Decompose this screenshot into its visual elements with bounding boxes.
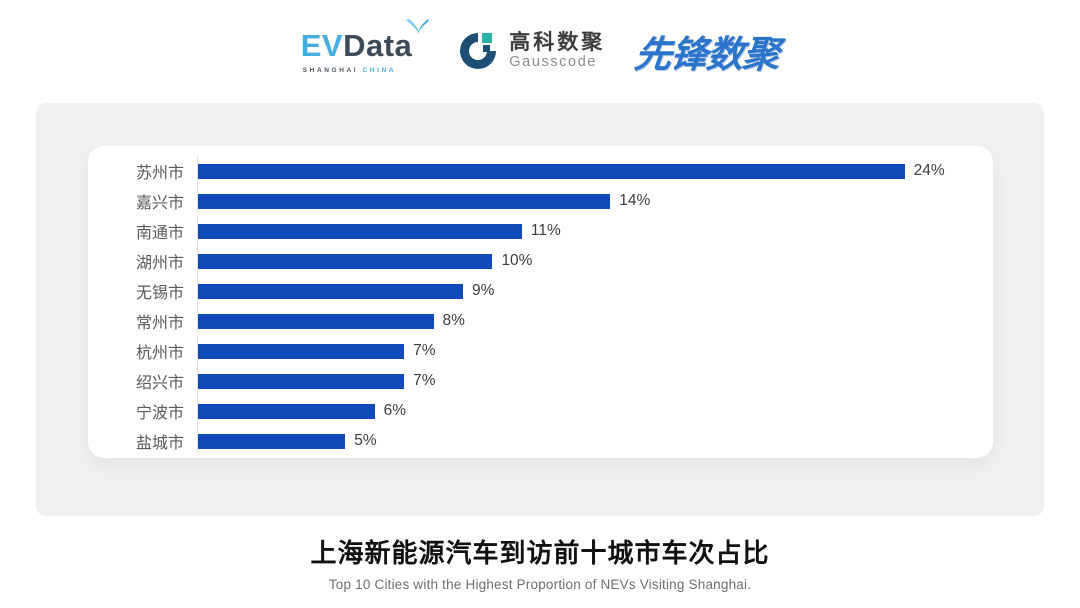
category-label: 苏州市 [135, 165, 184, 182]
sparkle-x-icon [404, 18, 430, 47]
chart-panel: 苏州市 24% 嘉兴市 14% 南通市 11% 湖州市 10% 无锡市 9% 常州市 8% 杭州市 7% 绍… [36, 103, 1044, 516]
category-label: 常州市 [135, 315, 184, 332]
category-label: 南通市 [135, 225, 184, 242]
category-label: 绍兴市 [135, 375, 184, 392]
chart-row: 常州市 8% [88, 306, 993, 336]
chart-row: 嘉兴市 14% [88, 186, 993, 216]
bar-track: 10% [197, 246, 993, 276]
footer: 上海新能源汽车到访前十城市车次占比 Top 10 Cities with the… [0, 533, 1080, 592]
bar [198, 373, 405, 389]
value-label: 10% [501, 252, 533, 269]
bar [198, 193, 611, 209]
evdata-logo: EV Data SHANGHAI CHINA [300, 19, 430, 74]
value-label: 6% [383, 402, 407, 419]
chart-row: 杭州市 7% [88, 336, 993, 366]
bar [198, 343, 405, 359]
chart-row: 苏州市 24% [88, 156, 993, 186]
evdata-wordmark: EV Data [300, 19, 430, 64]
gausscode-logo: 高科数聚 Gausscode [456, 29, 605, 73]
value-label: 7% [413, 372, 436, 389]
value-label: 24% [913, 162, 945, 179]
bar [198, 433, 346, 449]
chart-row: 无锡市 9% [88, 276, 993, 306]
value-label: 14% [619, 192, 651, 209]
category-label: 无锡市 [135, 285, 184, 302]
category-label: 宁波市 [135, 405, 184, 422]
bar-track: 14% [197, 186, 993, 216]
bar-track: 11% [197, 216, 993, 246]
xianfeng-logo: 先锋数聚 [632, 34, 782, 75]
gausscode-text: 高科数聚 Gausscode [509, 30, 606, 70]
value-label: 5% [354, 432, 377, 449]
chart-card: 苏州市 24% 嘉兴市 14% 南通市 11% 湖州市 10% 无锡市 9% 常州市 8% 杭州市 7% 绍… [88, 146, 993, 458]
chart-row: 宁波市 6% [88, 396, 993, 426]
value-label: 9% [471, 282, 495, 299]
chart-subtitle: Top 10 Cities with the Highest Proportio… [328, 577, 752, 592]
bar-track: 24% [197, 156, 993, 186]
value-label: 8% [442, 312, 465, 329]
bar [198, 253, 493, 269]
bar-track: 9% [197, 276, 993, 306]
gausscode-en-name: Gausscode [509, 53, 598, 70]
evdata-ev-text: EV [300, 28, 344, 63]
chart-row: 南通市 11% [88, 216, 993, 246]
gausscode-cn-name: 高科数聚 [509, 30, 606, 54]
chart-row: 湖州市 10% [88, 246, 993, 276]
bar-track: 5% [197, 426, 993, 456]
category-label: 湖州市 [135, 255, 184, 272]
evdata-data-text: Data [343, 28, 413, 63]
bar-track: 8% [197, 306, 993, 336]
chart-row: 绍兴市 7% [88, 366, 993, 396]
bar-track: 7% [197, 336, 993, 366]
value-label: 7% [413, 342, 436, 359]
bar-track: 7% [197, 366, 993, 396]
bar [198, 283, 463, 299]
chart-row: 盐城市 5% [88, 426, 993, 456]
bar [198, 403, 375, 419]
bar-track: 6% [197, 396, 993, 426]
gausscode-g-mark-icon [456, 29, 500, 73]
bar [198, 163, 905, 179]
category-label: 嘉兴市 [135, 195, 184, 212]
evdata-subtext: SHANGHAI CHINA [302, 67, 397, 74]
chart-title: 上海新能源汽车到访前十城市车次占比 [310, 538, 770, 568]
header-logos: EV Data SHANGHAI CHINA 高科数聚 Gaussc [0, 18, 1080, 84]
category-label: 盐城市 [135, 435, 184, 452]
value-label: 11% [530, 222, 561, 239]
bar [198, 223, 522, 239]
category-label: 杭州市 [135, 345, 184, 362]
bar [198, 313, 434, 329]
bar-chart: 苏州市 24% 嘉兴市 14% 南通市 11% 湖州市 10% 无锡市 9% 常州市 8% 杭州市 7% 绍… [88, 156, 993, 456]
